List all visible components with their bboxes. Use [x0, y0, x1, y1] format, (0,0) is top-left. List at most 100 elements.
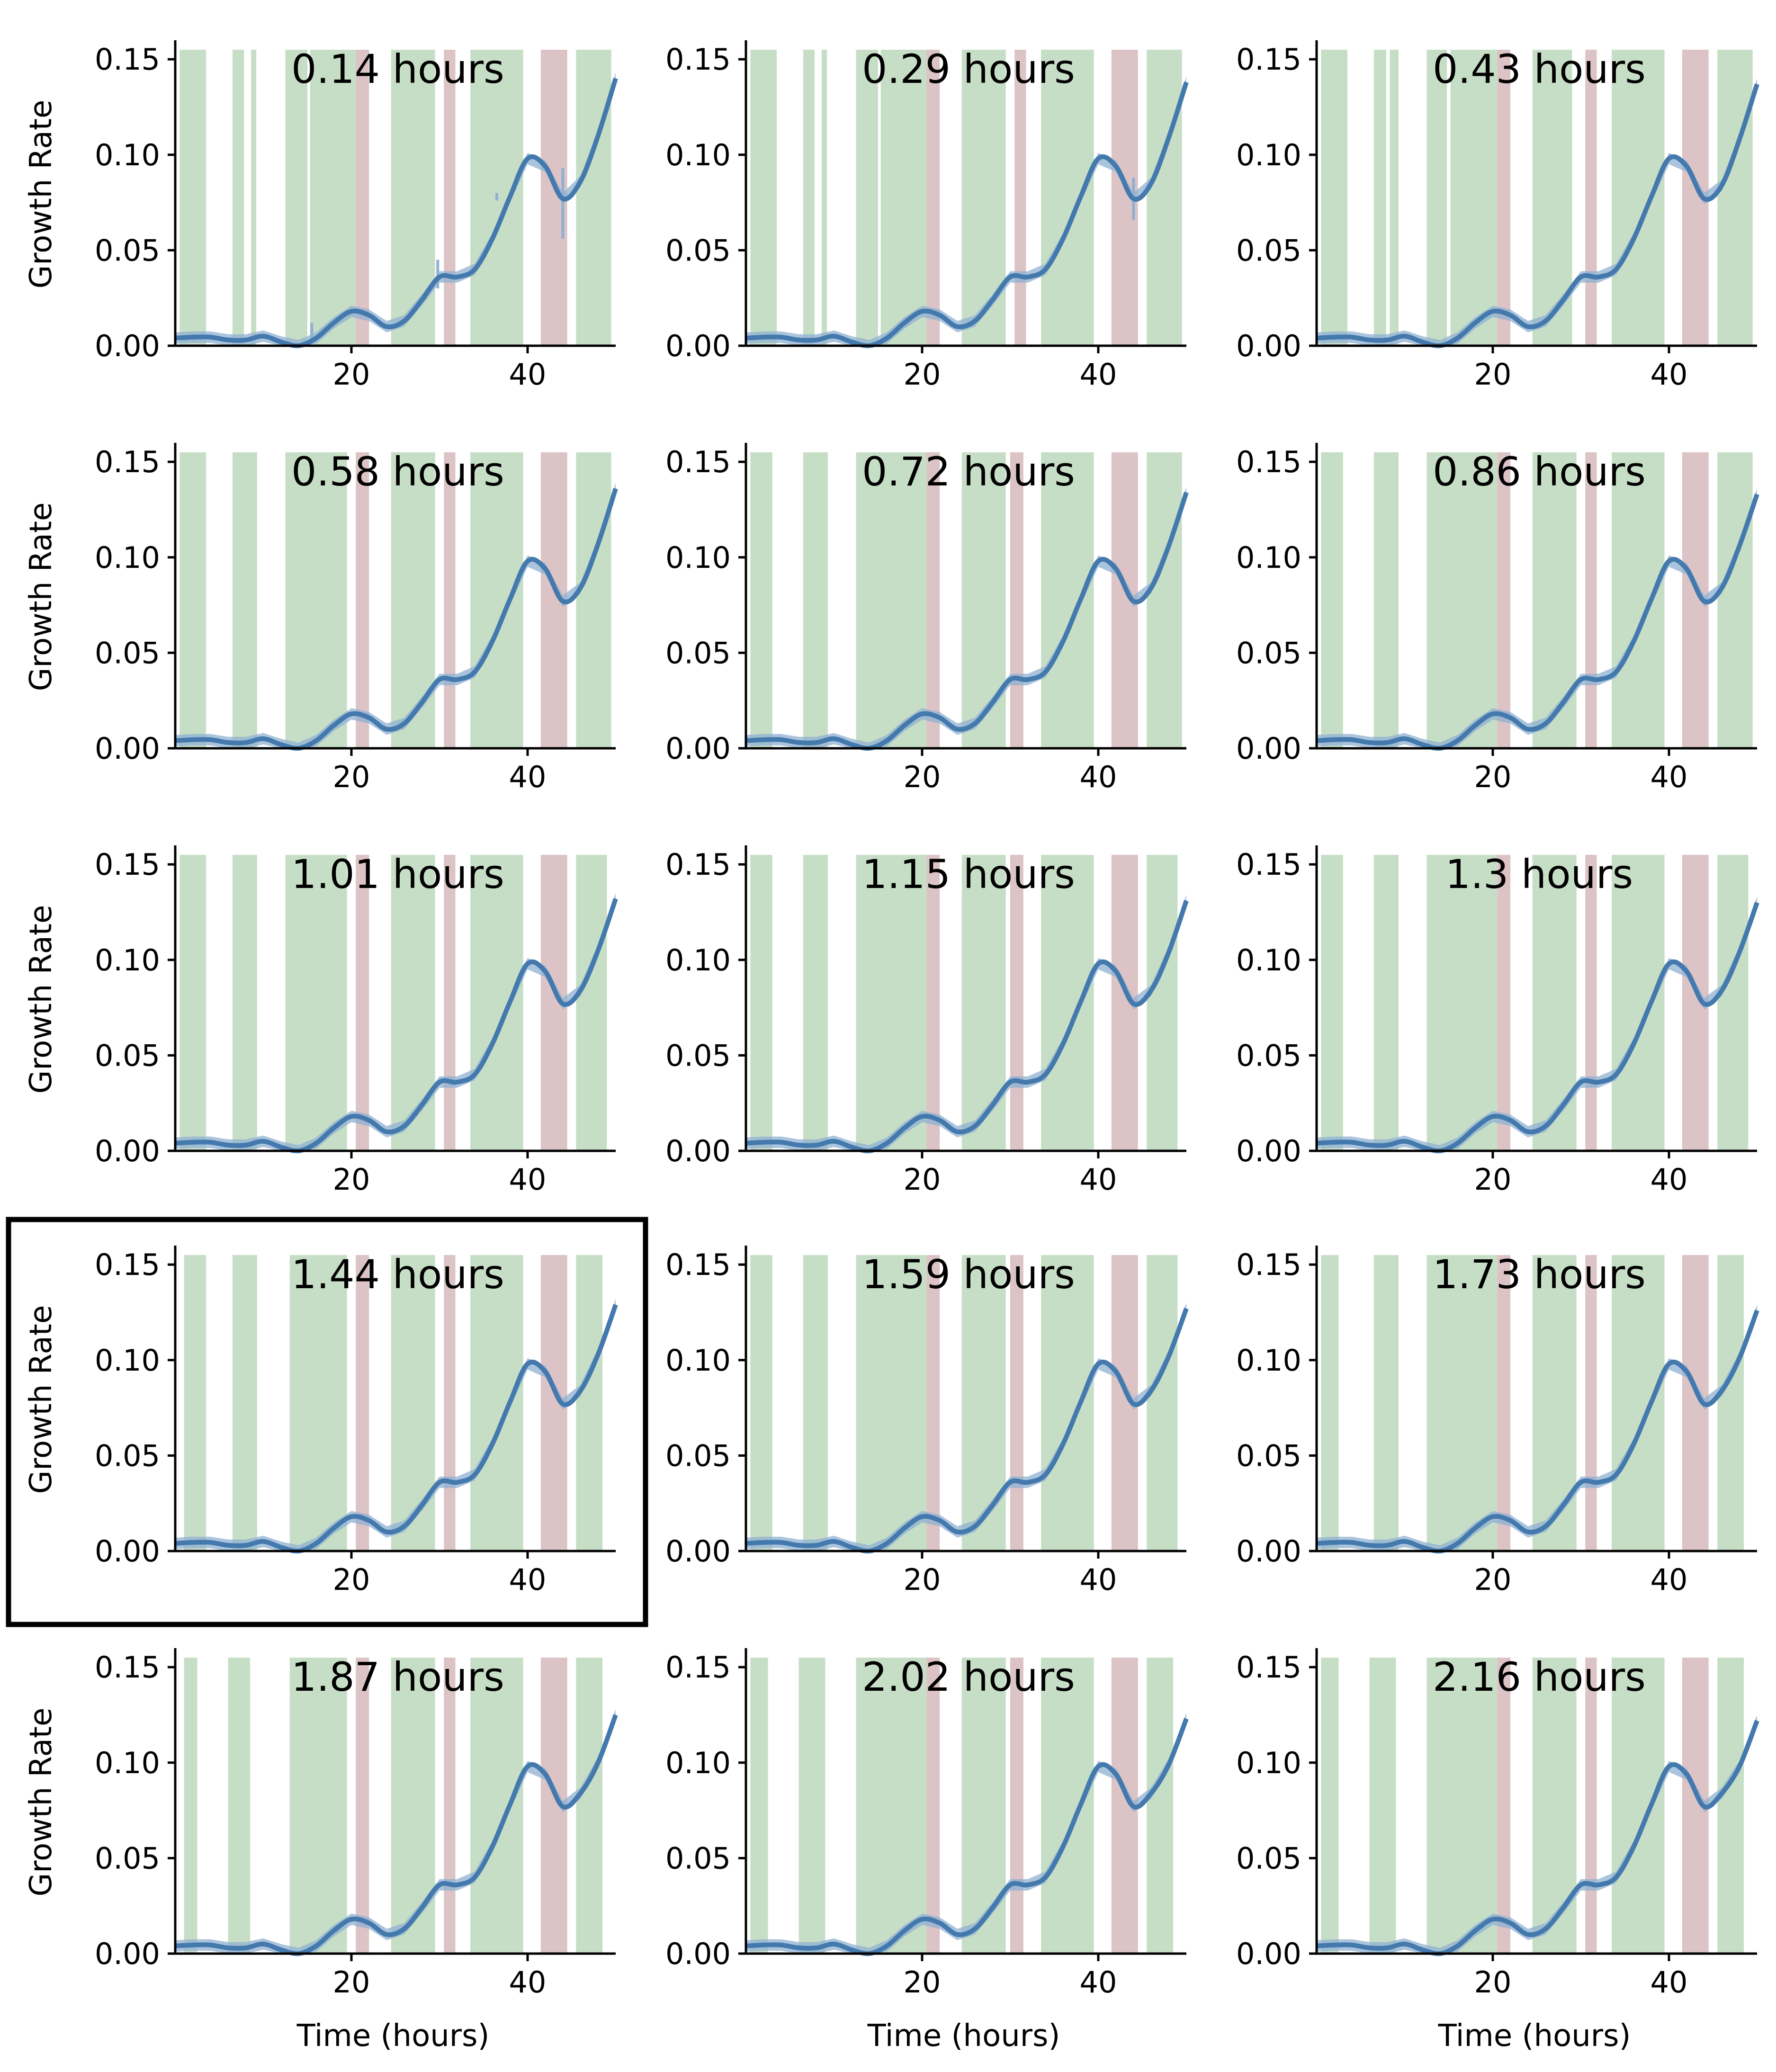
x-tick-label-1: 20	[1474, 1562, 1512, 1597]
red-band-2	[444, 1255, 456, 1551]
green-band-4	[961, 1255, 1006, 1551]
green-band-4	[961, 452, 1006, 748]
y-tick-label-3: 0.10	[95, 1746, 160, 1780]
green-band-2	[232, 50, 244, 346]
x-tick-label-1: 20	[1474, 357, 1512, 392]
y-tick-label-3: 0.10	[95, 1343, 160, 1378]
y-tick-label-4: 0.15	[665, 1247, 731, 1282]
panel-title: 0.43 hours	[1433, 46, 1646, 92]
red-band-2	[1585, 1255, 1597, 1551]
green-band-1	[750, 855, 772, 1151]
green-band-5	[470, 1658, 523, 1954]
green-band-4	[1532, 855, 1577, 1151]
green-band-2	[1373, 50, 1386, 346]
green-band-3	[856, 452, 927, 748]
y-tick-label-1: 0.00	[95, 1134, 160, 1168]
green-band-3	[251, 50, 257, 346]
red-band-2	[1010, 1658, 1023, 1954]
y-axis-title: Growth Rate	[24, 100, 59, 289]
green-band-2	[232, 1255, 257, 1551]
y-tick-label-1: 0.00	[1236, 1937, 1301, 1971]
y-tick-label-3: 0.10	[1236, 138, 1301, 172]
green-band-1	[1321, 50, 1348, 346]
red-band-1	[356, 855, 369, 1151]
x-axis-title: Time (hours)	[296, 2018, 490, 2054]
green-band-1	[184, 1255, 206, 1551]
series-line-1	[175, 898, 618, 1154]
green-band-1	[1321, 855, 1343, 1151]
y-tick-label-2: 0.05	[665, 636, 731, 670]
green-band-3	[289, 1658, 347, 1954]
y-tick-label-3: 0.10	[95, 138, 160, 172]
y-tick-label-4: 0.15	[665, 42, 731, 77]
green-band-3	[285, 855, 347, 1151]
y-tick-label-3: 0.10	[665, 1343, 731, 1378]
y-tick-label-1: 0.00	[95, 1534, 160, 1569]
panel-title: 1.15 hours	[862, 851, 1075, 897]
x-tick-label-2: 40	[1080, 1562, 1117, 1597]
series-line-1	[175, 1714, 618, 1956]
green-band-6	[1717, 1255, 1744, 1551]
y-tick-label-3: 0.10	[1236, 1343, 1301, 1378]
x-tick-label-1: 20	[904, 1162, 941, 1197]
red-band-1	[356, 1255, 369, 1551]
green-band-4	[391, 452, 435, 748]
series-line-1	[745, 1308, 1189, 1554]
red-band-2	[444, 452, 456, 748]
red-band-1	[356, 452, 369, 748]
green-band-1	[750, 452, 772, 748]
red-band-2	[1014, 50, 1026, 346]
green-band-5	[1041, 452, 1094, 748]
green-band-1	[1321, 452, 1343, 748]
green-band-2	[803, 452, 828, 748]
green-band-1	[750, 1658, 768, 1954]
green-band-3	[1426, 452, 1498, 748]
x-tick-label-2: 40	[1080, 760, 1117, 794]
y-tick-label-4: 0.15	[95, 42, 160, 77]
green-band-5	[1612, 855, 1665, 1151]
green-band-3	[289, 1255, 347, 1551]
y-tick-label-3: 0.10	[95, 540, 160, 575]
green-band-4	[961, 855, 1006, 1151]
green-band-6	[1147, 855, 1178, 1151]
green-band-2	[1373, 452, 1399, 748]
green-band-6	[576, 452, 611, 748]
panel-8: 0.00 0.05 0.10 0.15 20 40 1.15 hours	[665, 845, 1189, 1197]
green-band-3	[821, 50, 827, 346]
y-tick-label-3: 0.10	[665, 540, 731, 575]
panel-10: 0.00 0.05 0.10 0.15 20 40 1.44 hours Growth Rat…	[6, 1217, 648, 1627]
green-band-6	[1717, 1658, 1744, 1954]
green-band-2	[803, 855, 828, 1151]
green-band-5	[1450, 50, 1498, 346]
green-band-5	[880, 50, 927, 346]
y-tick-label-4: 0.15	[1236, 1247, 1301, 1282]
green-band-2	[798, 1658, 825, 1954]
x-tick-label-2: 40	[509, 760, 547, 794]
x-tick-label-1: 20	[333, 760, 370, 794]
green-band-4	[285, 50, 307, 346]
y-tick-label-4: 0.15	[1236, 42, 1301, 77]
y-tick-label-1: 0.00	[665, 1937, 731, 1971]
green-band-1	[184, 1658, 197, 1954]
green-band-3	[1426, 1255, 1498, 1551]
x-tick-label-1: 20	[904, 1965, 941, 2000]
panel-title: 1.3 hours	[1445, 851, 1633, 897]
green-band-7	[1041, 50, 1094, 346]
green-band-2	[232, 452, 257, 748]
green-band-4	[391, 1658, 435, 1954]
x-tick-label-2: 40	[509, 357, 547, 392]
green-band-6	[1147, 1658, 1174, 1954]
red-band-2	[1585, 1658, 1597, 1954]
green-band-2	[803, 50, 815, 346]
y-tick-label-2: 0.05	[1236, 1438, 1301, 1473]
green-band-4	[1532, 1658, 1577, 1954]
green-band-1	[179, 452, 206, 748]
x-tick-label-1: 20	[904, 1562, 941, 1597]
green-band-8	[1147, 50, 1182, 346]
panel-14: 0.00 0.05 0.10 0.15 20 40 2.02 hours Time (hour…	[665, 1648, 1189, 2054]
green-band-5	[1041, 1658, 1094, 1954]
y-tick-label-1: 0.00	[665, 1534, 731, 1569]
green-band-1	[179, 855, 206, 1151]
green-band-2	[232, 855, 257, 1151]
panel-title: 1.87 hours	[291, 1654, 504, 1700]
